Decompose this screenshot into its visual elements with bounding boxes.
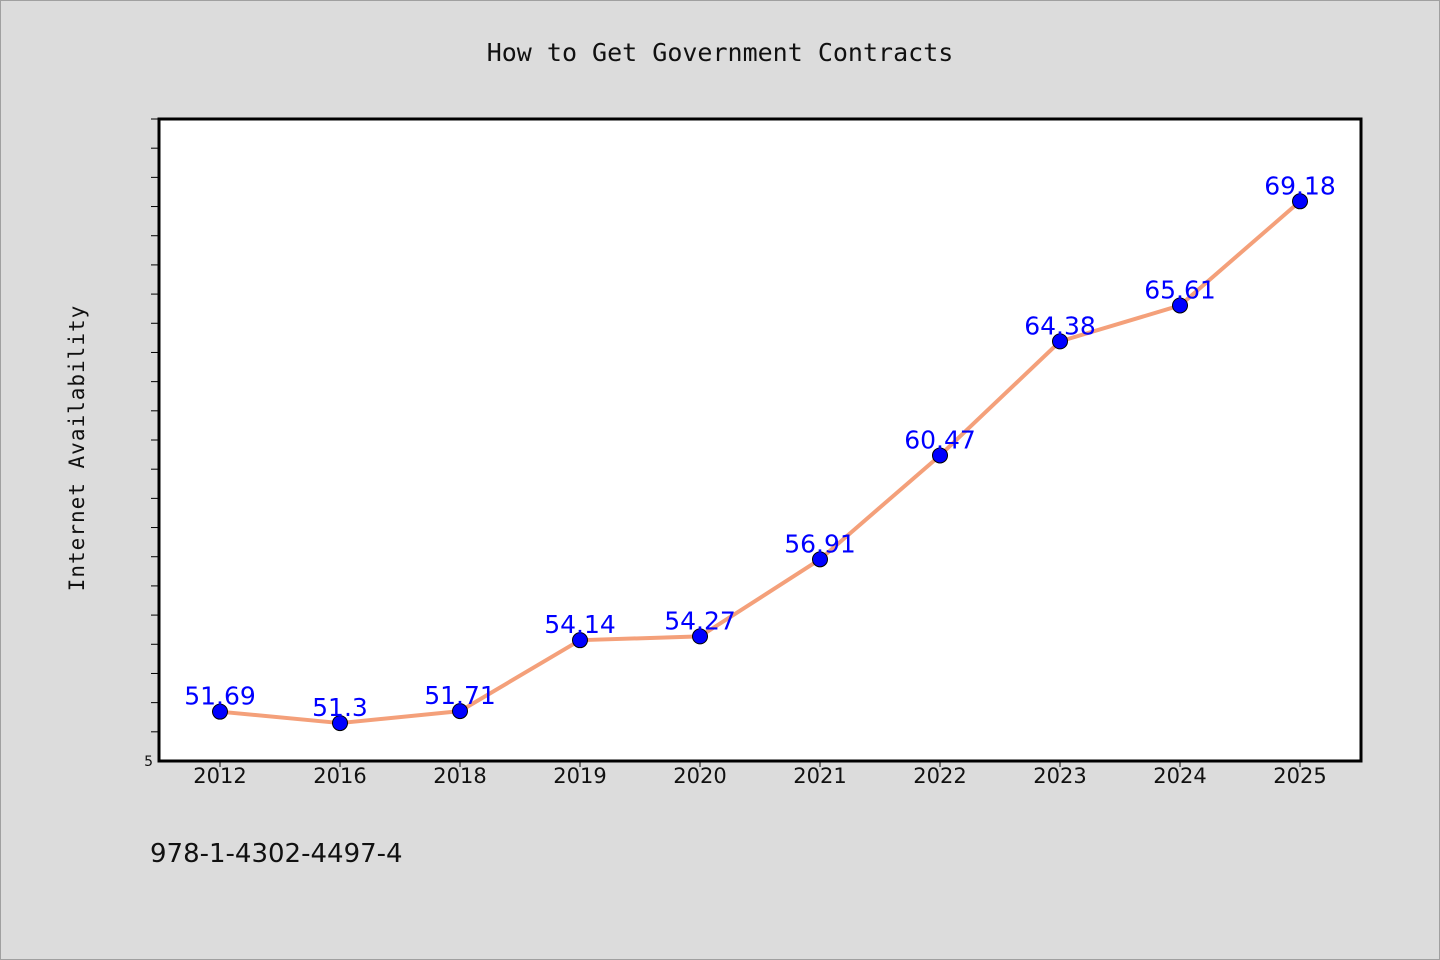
x-tick-label: 2018	[433, 764, 486, 788]
x-tick-label: 2021	[793, 764, 846, 788]
x-tick-label: 2023	[1033, 764, 1086, 788]
data-markers	[212, 193, 1308, 732]
data-label: 69.18	[1264, 171, 1336, 200]
data-point	[692, 628, 708, 645]
data-point	[1172, 297, 1188, 314]
footer-isbn: 978-1-4302-4497-4	[150, 839, 403, 869]
x-tick-label: 2025	[1273, 764, 1326, 788]
x-tick-label: 2024	[1153, 764, 1206, 788]
data-label: 51.71	[424, 681, 496, 710]
y-axis-label: Internet Availability	[65, 305, 89, 592]
data-label: 51.3	[312, 693, 368, 722]
data-point	[452, 703, 468, 720]
data-label: 56.91	[784, 529, 856, 558]
chart-title: How to Get Government Contracts	[487, 38, 954, 67]
data-point	[572, 632, 588, 649]
data-label: 54.14	[544, 610, 616, 639]
series-line	[218, 199, 1302, 726]
plot-area	[157, 117, 1363, 763]
y-tick-label: 5	[144, 754, 153, 770]
x-tick-label: 2019	[553, 764, 606, 788]
data-label: 60.47	[904, 425, 976, 454]
data-point	[1052, 333, 1068, 350]
data-label: 65.61	[1144, 275, 1216, 304]
data-point	[812, 551, 828, 568]
x-tick-label: 2022	[913, 764, 966, 788]
data-label: 51.69	[184, 682, 256, 711]
y-axis-ticks: 5	[144, 118, 159, 770]
data-point	[932, 447, 948, 464]
x-tick-label: 2012	[193, 764, 246, 788]
data-point	[332, 715, 348, 732]
data-label: 64.38	[1024, 311, 1096, 340]
x-tick-label: 2020	[673, 764, 726, 788]
x-tick-label: 2016	[313, 764, 366, 788]
data-point	[212, 703, 228, 720]
x-axis-ticks: 2012 2016 2018 2019 2020 2021 2022 2023 2024 2025	[193, 761, 1327, 788]
series-line-group	[218, 199, 1302, 726]
data-point	[1292, 193, 1308, 210]
data-label: 54.27	[664, 606, 736, 635]
data-labels: 51.69 51.3 51.71 54.14 54.27 56.91 60.47 64.38 6…	[184, 171, 1336, 722]
